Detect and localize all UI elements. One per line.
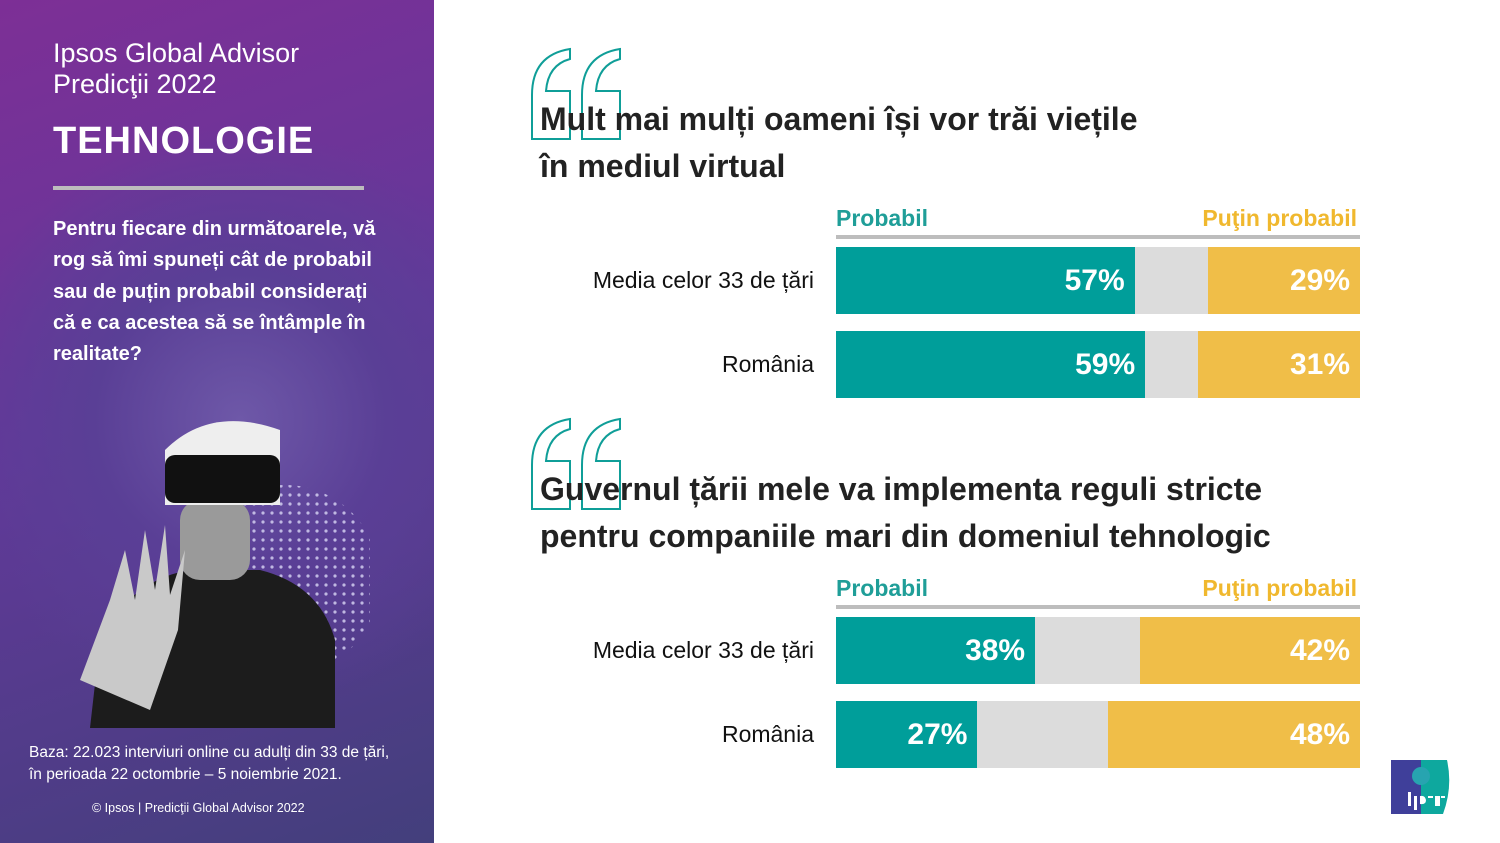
bar-unlikely: 42% xyxy=(1139,617,1360,684)
bar-unlikely: 29% xyxy=(1208,247,1360,314)
category-label: Media celor 33 de țări xyxy=(592,637,814,663)
value-label: 48% xyxy=(1289,717,1350,751)
stacked-bar: 38% 42% xyxy=(836,617,1360,684)
base-line-1: Baza: 22.023 interviuri online cu adulți… xyxy=(29,744,390,761)
divider xyxy=(53,186,364,190)
header-rule xyxy=(836,235,1360,239)
ipsos-logo xyxy=(1391,760,1450,814)
survey-question: Pentru fiecare din următoarele, vă rog s… xyxy=(53,218,376,366)
sample-base-note: Baza: 22.023 interviuri online cu adulți… xyxy=(29,742,389,786)
base-line-2: în perioada 22 octombrie – 5 noiembrie 2… xyxy=(29,766,342,783)
sidebar-panel: Ipsos Global Advisor Predicţii 2022 TEHNO… xyxy=(0,0,434,843)
stacked-bar: 59% 31% xyxy=(836,331,1360,398)
category-label: România xyxy=(721,721,814,747)
chart-title-line-2: pentru companiile mari din domeniul tehn… xyxy=(540,518,1271,554)
bar-likely: 59% xyxy=(836,331,1146,398)
stacked-bar: 27% 48% xyxy=(836,701,1360,768)
value-label: 42% xyxy=(1289,633,1350,667)
value-label: 31% xyxy=(1289,347,1350,381)
bar-unlikely: 48% xyxy=(1108,701,1360,768)
chart-title-line-1: Mult mai mulți oameni își vor trăi vieți… xyxy=(540,101,1138,137)
header-rule xyxy=(836,605,1360,609)
chart-title: Guvernul țării mele va implementa reguli… xyxy=(540,466,1271,560)
quote-mark-icon xyxy=(531,417,621,510)
legend-unlikely: Puţin probabil xyxy=(1202,575,1357,601)
bar-likely: 38% xyxy=(836,617,1036,684)
value-label: 59% xyxy=(1075,347,1136,381)
value-label: 38% xyxy=(965,633,1026,667)
bar-likely: 27% xyxy=(836,701,978,768)
title-line-2: Predicţii 2022 xyxy=(53,69,217,99)
bar-unlikely: 31% xyxy=(1197,331,1360,398)
title-line-1: Ipsos Global Advisor xyxy=(53,38,300,68)
stacked-bar: 57% 29% xyxy=(836,247,1360,314)
section-title: TEHNOLOGIE xyxy=(53,120,315,162)
category-label: Media celor 33 de țări xyxy=(592,267,814,293)
value-label: 27% xyxy=(907,717,968,751)
chart-title-line-2: în mediul virtual xyxy=(540,148,786,184)
chart-title-line-1: Guvernul țării mele va implementa reguli… xyxy=(540,471,1263,507)
bar-likely: 57% xyxy=(836,247,1135,314)
category-label: România xyxy=(721,351,814,377)
chart-title: Mult mai mulți oameni își vor trăi vieți… xyxy=(540,96,1137,190)
quote-mark-icon xyxy=(531,47,621,140)
value-label: 57% xyxy=(1064,263,1125,297)
legend-likely: Probabil xyxy=(836,205,929,231)
report-title: Ipsos Global Advisor Predicţii 2022 xyxy=(53,38,299,100)
legend-unlikely: Puţin probabil xyxy=(1202,205,1357,231)
copyright: © Ipsos | Predicţii Global Advisor 2022 xyxy=(92,801,305,815)
legend-likely: Probabil xyxy=(836,575,929,601)
vr-person-image xyxy=(80,421,370,728)
value-label: 29% xyxy=(1289,263,1350,297)
